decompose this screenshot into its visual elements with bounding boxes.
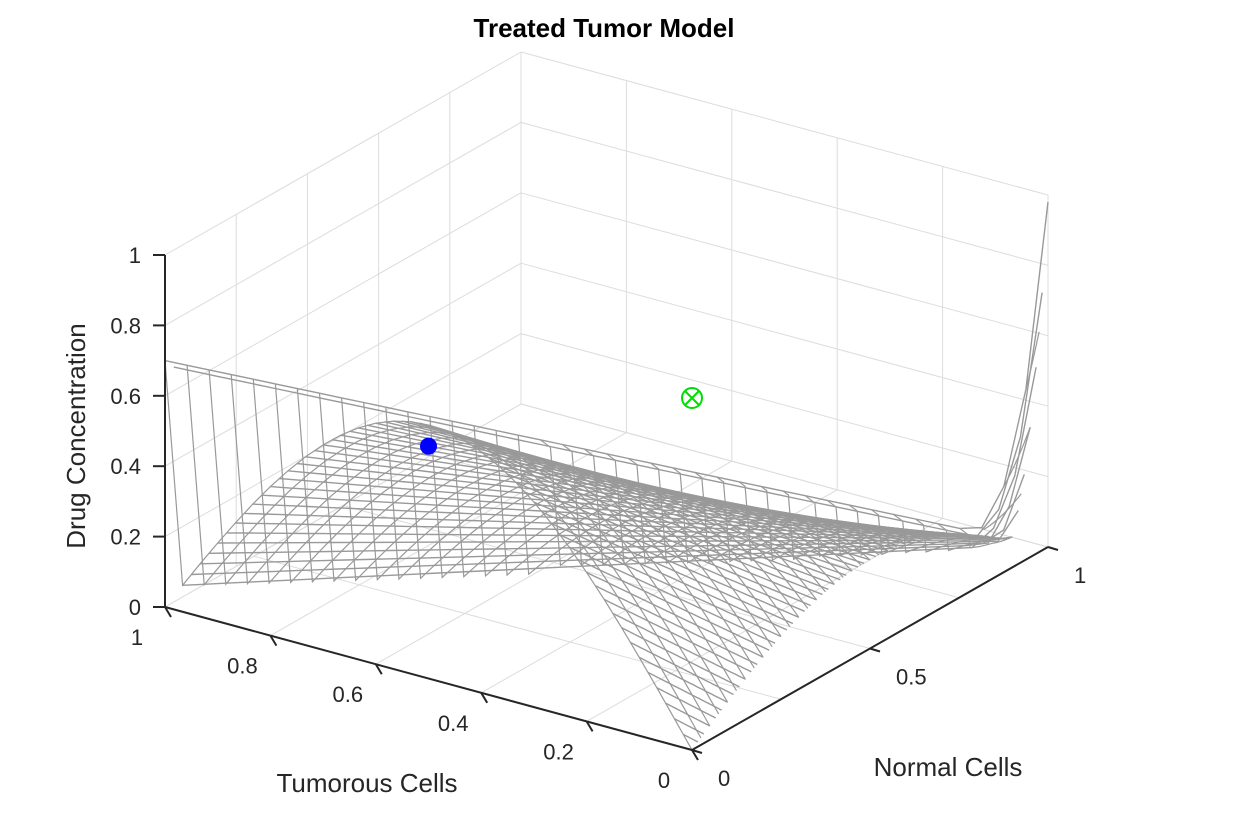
surface-line <box>385 407 782 637</box>
surface-line <box>672 467 898 564</box>
chart-title: Treated Tumor Model <box>474 13 735 43</box>
surface-line <box>683 733 699 743</box>
y-tick-mark <box>691 749 699 761</box>
surface-line <box>296 388 746 680</box>
surface-line <box>562 444 853 572</box>
grid-line <box>164 192 522 397</box>
surface-line <box>584 448 862 566</box>
grid-layer <box>164 51 1049 751</box>
surface-line <box>804 495 951 558</box>
surface-line <box>738 481 924 562</box>
surface-line <box>577 558 770 651</box>
surface-line <box>208 369 711 727</box>
y-tick-mark <box>374 663 383 675</box>
z-tick-label: 0.6 <box>110 384 141 409</box>
surface-line <box>542 511 794 625</box>
grid-line <box>520 262 1049 407</box>
surface-line <box>826 499 960 557</box>
surface-line <box>959 527 1013 549</box>
x-tick-label: 0.5 <box>896 665 927 690</box>
surface-line <box>341 397 764 658</box>
surface-line <box>981 493 1022 530</box>
surface-line <box>173 292 1043 538</box>
y-tick-label: 0.4 <box>438 711 469 736</box>
surface-line <box>489 457 829 591</box>
grid-line <box>520 51 1049 196</box>
surface-line <box>318 393 755 669</box>
surface-line <box>595 585 758 666</box>
grid-line <box>520 403 1049 548</box>
z-tick-label: 0.8 <box>110 313 141 338</box>
surface-line <box>252 379 729 703</box>
surface-line <box>674 718 705 735</box>
z-tick-label: 0 <box>129 595 141 620</box>
surface-line <box>603 598 752 673</box>
surface-line <box>186 365 702 739</box>
surface-line <box>656 687 717 719</box>
y-tick-mark <box>164 606 172 618</box>
grid-line <box>520 333 1049 478</box>
surface-line <box>782 490 942 561</box>
surface-line <box>164 360 693 751</box>
y-tick-label: 0.8 <box>227 654 258 679</box>
grid-line <box>164 262 522 467</box>
surface-line <box>937 523 1004 552</box>
surface-line <box>451 421 809 609</box>
z-tick-label: 0.2 <box>110 525 141 550</box>
x-tick-mark <box>1047 546 1059 551</box>
grid-line <box>164 121 522 326</box>
z-tick-label: 1 <box>129 243 141 268</box>
surface-line <box>473 425 818 601</box>
surface-line <box>621 627 740 688</box>
surface-line <box>915 518 995 553</box>
surface-line <box>871 509 977 556</box>
x-axis-label: Normal Cells <box>874 752 1023 782</box>
z-tick-label: 0.4 <box>110 454 141 479</box>
y-tick-label: 0.2 <box>543 739 574 764</box>
surface-line <box>516 482 811 607</box>
x-tick-label: 0 <box>718 766 730 791</box>
surface-line <box>848 504 968 556</box>
marker-cross <box>684 390 700 406</box>
surface-line <box>235 522 1001 539</box>
y-tick-label: 0 <box>658 768 670 793</box>
marker-ring <box>681 387 703 409</box>
y-tick-label: 1 <box>131 625 143 650</box>
surface-line <box>274 383 738 692</box>
y-tick-mark <box>269 635 278 647</box>
surface-line <box>226 532 1007 540</box>
surface-line <box>182 367 1037 586</box>
surface-line <box>200 474 1025 565</box>
surface-layer <box>164 201 1049 751</box>
grid-line <box>253 555 782 700</box>
surface-line <box>1003 426 1031 487</box>
y-axis-line <box>164 606 693 751</box>
surface-line <box>630 641 734 696</box>
surface-line <box>606 453 871 566</box>
x-tick-label: 1 <box>1074 563 1086 588</box>
y-tick-mark <box>585 720 594 732</box>
y-tick-mark <box>480 692 489 704</box>
surface-line <box>407 411 791 628</box>
marker-dot <box>420 437 437 455</box>
surface-line <box>1025 331 1040 390</box>
grid-line <box>520 192 1049 337</box>
x-tick-mark <box>869 647 881 653</box>
marker-circle-x <box>681 387 703 409</box>
surface-line <box>208 510 1019 554</box>
y-axis-label: Tumorous Cells <box>276 768 457 798</box>
surface-line <box>517 435 835 585</box>
z-axis-label: Drug Concentration <box>61 323 91 548</box>
surface-line <box>893 513 986 554</box>
grid-line <box>164 51 522 256</box>
grid-line <box>520 121 1049 266</box>
marker-layer <box>420 387 703 455</box>
y-tick-label: 0.6 <box>333 682 364 707</box>
surface-line <box>429 416 800 618</box>
axis-layer: 0 0.5 1 0 0.2 0.4 0.6 0.8 1 0 0.2 0.4 0.6 0.8 1 <box>110 243 1086 793</box>
x-tick-mark <box>691 749 703 754</box>
surface-line <box>647 671 722 711</box>
